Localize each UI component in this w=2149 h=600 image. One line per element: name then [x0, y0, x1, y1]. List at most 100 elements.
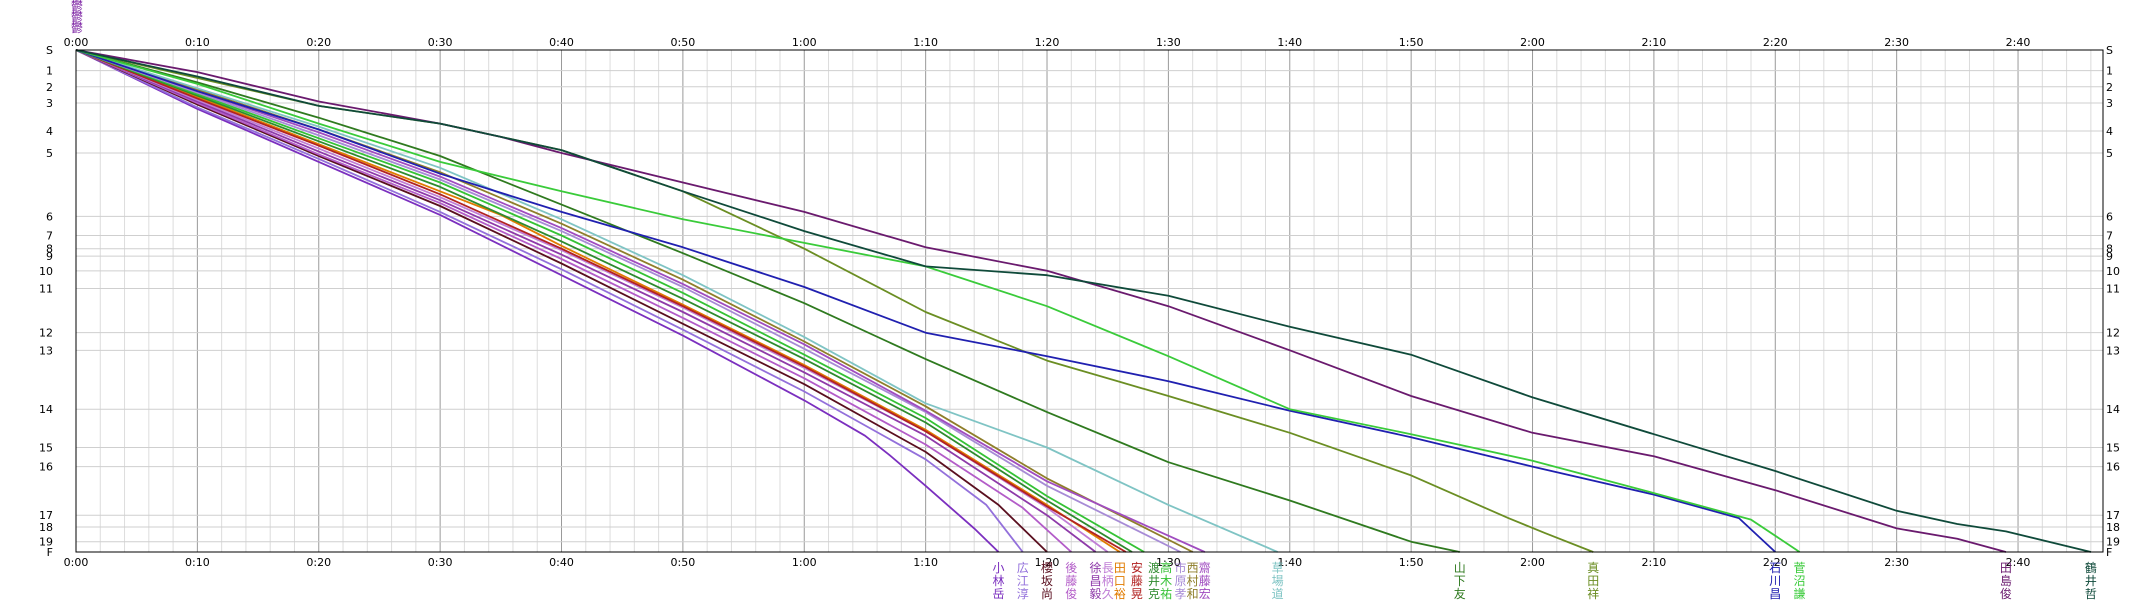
series-line [75, 49, 1776, 553]
checkpoint-label-left: 4 [46, 125, 53, 138]
series-line [75, 49, 1127, 553]
checkpoint-label-right: 6 [2106, 210, 2113, 223]
checkpoint-label-right: 5 [2106, 147, 2113, 160]
runner-name-label: 孝 [1175, 587, 1187, 600]
runner-name-label: 島 [2000, 573, 2012, 588]
runner-name-label: 藤 [1199, 574, 1211, 588]
runner-name-label: 林 [992, 574, 1004, 588]
x-tick-label-bottom: 1:30 [1156, 556, 1181, 569]
checkpoint-label-left: 12 [39, 327, 53, 340]
x-tick-label-bottom: 1:40 [1277, 556, 1302, 569]
series-line [75, 49, 1181, 553]
checkpoint-label-left: 3 [46, 97, 53, 110]
checkpoint-label-right: 13 [2106, 344, 2120, 357]
checkpoint-label-left: 1 [46, 65, 53, 78]
runner-name-label: 井 [2085, 574, 2097, 588]
checkpoint-label-right: 1 [2106, 65, 2113, 78]
x-tick-label-top: 0:20 [306, 36, 331, 49]
checkpoint-label-left: 8 [46, 243, 53, 256]
x-tick-label-bottom: 0:10 [185, 556, 210, 569]
runner-name-label: 友 [1454, 587, 1466, 600]
x-tick-label-top: 2:40 [2006, 36, 2031, 49]
checkpoint-label-right: 19 [2106, 536, 2120, 549]
runner-name-label: 久 [1102, 587, 1114, 600]
runner-name-label: 田 [2000, 561, 2012, 575]
series-line [75, 49, 1133, 553]
series-line [75, 49, 1206, 553]
runner-name-label: 宏 [1199, 586, 1211, 600]
x-tick-label-bottom: 0:00 [64, 556, 89, 569]
runner-name-label: 場 [1272, 574, 1284, 588]
checkpoint-label-left: 19 [39, 536, 53, 549]
checkpoint-label-left: 15 [39, 441, 53, 454]
runner-name-label: 原 [1175, 574, 1187, 588]
runner-name-label: 祐 [1160, 587, 1172, 600]
checkpoint-label-right: 3 [2106, 97, 2113, 110]
series-line [75, 49, 1072, 553]
runner-name-label: 藤 [1065, 574, 1077, 588]
runner-name-label: 柄 [1102, 574, 1114, 588]
axes: 0:00 0:00 0:10 0:10 0:20 0:20 0:30 0:30 0:40 0:40… [39, 0, 2120, 569]
series-line [75, 49, 1000, 553]
checkpoint-label-right: F [2106, 546, 2112, 559]
x-tick-label-top: 2:20 [1763, 36, 1788, 49]
series-line [75, 49, 1109, 553]
x-tick-label-top: 2:10 [1642, 36, 1667, 49]
series-line [75, 49, 1048, 553]
runner-name-label: 櫻 [1041, 560, 1053, 575]
runner-name-label: 川 [1769, 574, 1781, 588]
x-tick-label-top: 0:40 [549, 36, 574, 49]
grid [75, 49, 2103, 553]
runner-labels: 小林岳広江淳櫻坂尚後藤俊徐昌毅長柄久田口裕安藤晃渡井克高木祐市原孝西村和齋藤宏草… [992, 560, 2096, 600]
runner-name-label: 小 [992, 561, 1004, 575]
x-tick-label-bottom: 2:30 [1884, 556, 1909, 569]
checkpoint-label-left: 10 [39, 265, 53, 278]
runner-name-label: 昌 [1769, 587, 1781, 600]
checkpoint-label-left: 9 [46, 250, 53, 263]
series-line [75, 49, 2092, 553]
runner-name-label: 後 [1065, 561, 1077, 575]
x-tick-label-top: 2:00 [1520, 36, 1545, 49]
checkpoint-label-right: 17 [2106, 509, 2120, 522]
x-tick-label-top: 0:10 [185, 36, 210, 49]
checkpoint-label-left: S [46, 44, 53, 57]
runner-name-label: 草 [1272, 561, 1284, 575]
checkpoint-label-right: 14 [2106, 403, 2120, 416]
x-tick-label-bottom: 1:00 [792, 556, 817, 569]
checkpoint-label-left: 18 [39, 521, 53, 534]
x-tick-label-top: 1:10 [913, 36, 938, 49]
checkpoint-label-right: 9 [2106, 250, 2113, 263]
x-tick-label-top: 0:30 [428, 36, 453, 49]
x-tick-label-bottom: 2:40 [2006, 556, 2031, 569]
series-line [75, 49, 1121, 553]
series-line [75, 49, 1278, 553]
runner-name-label: 山 [1454, 561, 1466, 575]
runner-name-label: 尚 [1041, 587, 1053, 600]
runner-name-label: 昌 [1090, 574, 1102, 588]
runner-name-label: 毅 [1090, 586, 1102, 600]
series-line [75, 49, 1145, 553]
runner-name-label: 村 [1187, 574, 1199, 588]
checkpoint-label-right: 12 [2106, 327, 2120, 340]
series-lines [75, 49, 2092, 553]
runner-name-label: 菅 [1794, 561, 1806, 575]
runner-name-label: 齋 [1199, 560, 1211, 575]
series-line [75, 49, 1460, 553]
runner-name-label: 俊 [2000, 586, 2012, 600]
checkpoint-label-left: 16 [39, 461, 53, 474]
runner-name-label: 広 [1017, 561, 1029, 575]
runner-name-label: 長 [1102, 561, 1114, 575]
checkpoint-label-left: 14 [39, 403, 53, 416]
x-tick-label-bottom: 1:10 [913, 556, 938, 569]
runner-name-label: 井 [1148, 574, 1160, 588]
runner-name-label: 石 [1769, 561, 1781, 575]
x-tick-label-bottom: 0:30 [428, 556, 453, 569]
runner-name-label: 真 [1587, 561, 1599, 575]
runner-name-label: 淳 [1017, 586, 1029, 600]
x-tick-label-top: 1:20 [1035, 36, 1060, 49]
runner-name-label: 江 [1017, 574, 1029, 588]
runner-name-label: 田 [1114, 561, 1126, 575]
runner-name-label: 藤 [1131, 574, 1143, 588]
x-tick-label-bottom: 1:50 [1399, 556, 1424, 569]
